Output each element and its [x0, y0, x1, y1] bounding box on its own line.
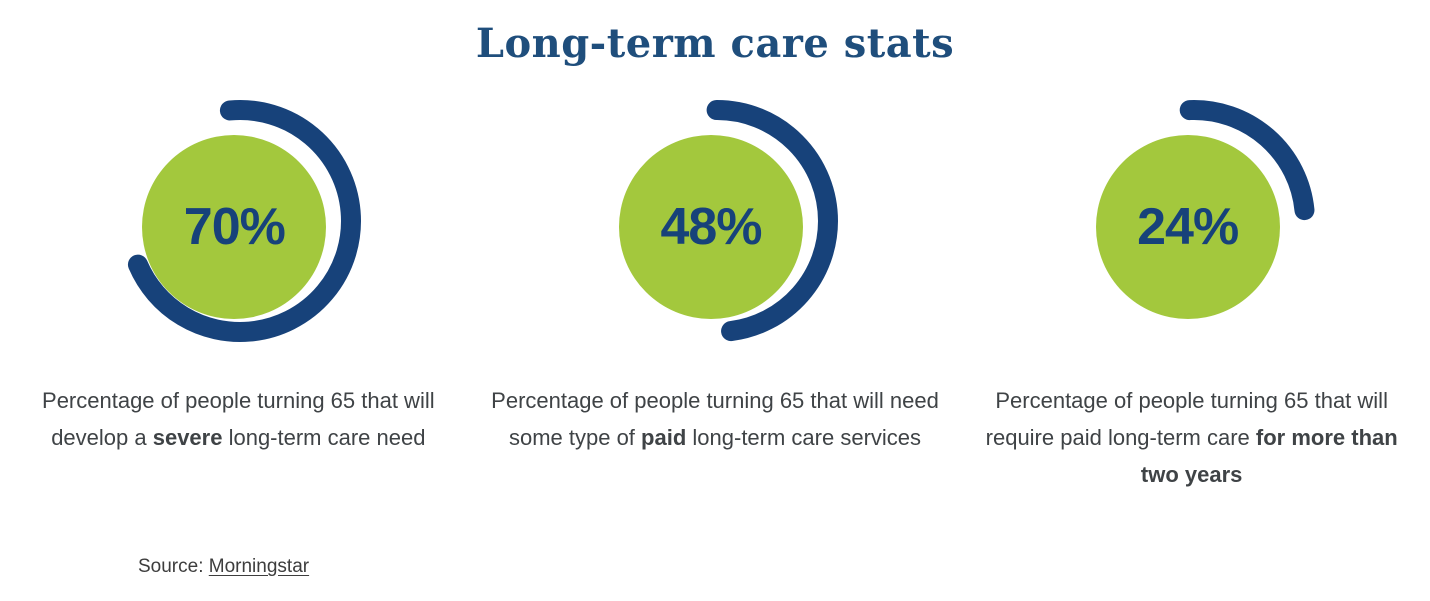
caption-text: long-term care services — [686, 425, 922, 450]
donut-ring-arc — [119, 100, 362, 342]
source-line: Source: Morningstar — [138, 556, 309, 578]
caption-bold-text: for more than two years — [1140, 425, 1398, 487]
caption-text: Percentage of people turning 65 that wil… — [491, 388, 939, 450]
donut-chart-48: 48% — [590, 98, 840, 348]
caption-text: Percentage of people turning 65 that wil… — [42, 388, 435, 450]
donut-chart-24: 24% — [1067, 98, 1317, 348]
donut-svg — [1072, 99, 1315, 342]
source-link[interactable]: Morningstar — [208, 556, 310, 577]
page-title: Long-term care stats — [475, 20, 955, 67]
stat-circle — [142, 135, 327, 319]
stats-row: 70% Percentage of people turning 65 that… — [0, 98, 1430, 493]
stat-caption: Percentage of people turning 65 that wil… — [966, 382, 1418, 493]
stat-circle — [619, 135, 803, 319]
stat-value: 48% — [660, 198, 762, 256]
stat-card-more-than-two-years: 24% Percentage of people turning 65 that… — [953, 98, 1430, 493]
donut-chart-70: 70% — [113, 98, 363, 348]
stat-circle — [1095, 135, 1280, 319]
source-label: Source: — [138, 556, 209, 577]
donut-svg — [119, 100, 362, 342]
donut-ring-arc — [596, 100, 838, 342]
stat-card-paid-services: 48% Percentage of people turning 65 that… — [477, 98, 954, 493]
caption-bold-text: severe — [152, 425, 223, 450]
stat-card-severe-need: 70% Percentage of people turning 65 that… — [0, 98, 477, 493]
stat-caption: Percentage of people turning 65 that wil… — [489, 382, 941, 456]
donut-svg — [596, 100, 838, 342]
caption-text: long-term care need — [222, 425, 426, 450]
stat-value: 24% — [1137, 198, 1239, 256]
donut-ring-arc — [1072, 99, 1315, 342]
stat-value: 70% — [183, 198, 286, 256]
stat-caption: Percentage of people turning 65 that wil… — [12, 382, 464, 456]
caption-bold-text: paid — [641, 425, 687, 450]
caption-text: Percentage of people turning 65 that wil… — [985, 388, 1388, 450]
